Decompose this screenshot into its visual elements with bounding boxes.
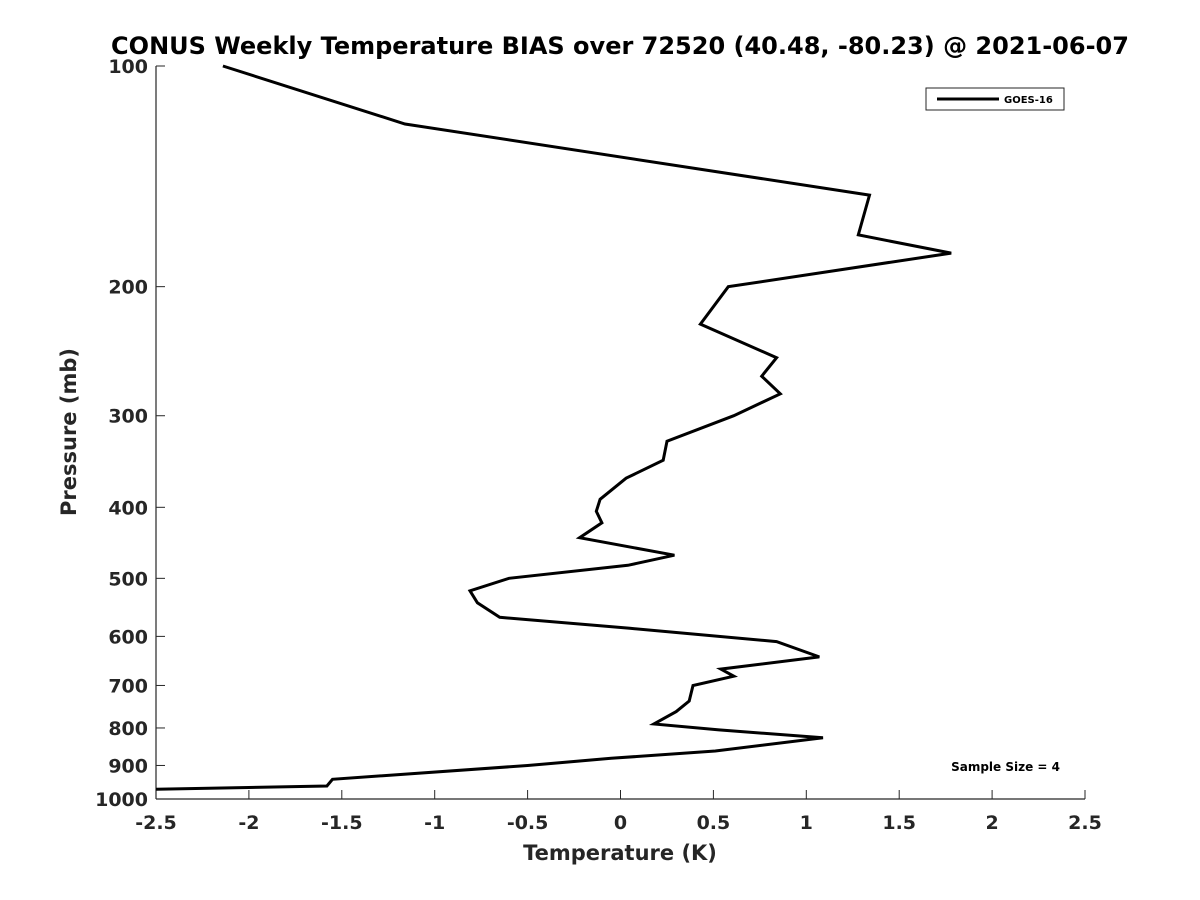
chart-title: CONUS Weekly Temperature BIAS over 72520… [111, 32, 1129, 60]
y-tick-label: 600 [108, 626, 148, 648]
y-tick-label: 900 [108, 755, 148, 777]
legend-entry-goes16: GOES-16 [1004, 95, 1053, 106]
x-axis-ticks: -2.5 -2 -1.5 -1 -0.5 0 0.5 1 1.5 2 2.5 [135, 790, 1102, 834]
x-tick-label: -1 [424, 812, 445, 834]
sample-size-annotation: Sample Size = 4 [951, 760, 1060, 774]
x-axis-label: Temperature (K) [523, 841, 717, 865]
x-tick-label: 1.5 [882, 812, 916, 834]
x-tick-label: -0.5 [507, 812, 549, 834]
y-tick-label: 200 [108, 277, 148, 299]
y-tick-label: 1000 [95, 789, 148, 811]
x-tick-label: 2 [985, 812, 998, 834]
y-tick-label: 700 [108, 675, 148, 697]
y-axis-label: Pressure (mb) [57, 348, 81, 516]
y-tick-label: 500 [108, 568, 148, 590]
y-tick-label: 400 [108, 497, 148, 519]
y-tick-label: 100 [108, 56, 148, 78]
series-line-goes16 [155, 64, 952, 791]
x-tick-label: -2.5 [135, 812, 177, 834]
series-layer [155, 64, 952, 791]
x-tick-label: -1.5 [321, 812, 363, 834]
x-tick-label: 1 [800, 812, 813, 834]
legend: GOES-16 [925, 87, 1065, 111]
y-tick-label: 800 [108, 718, 148, 740]
x-tick-label: 0 [614, 812, 627, 834]
x-tick-label: 2.5 [1068, 812, 1102, 834]
x-tick-label: 0.5 [697, 812, 731, 834]
y-tick-label: 300 [108, 406, 148, 428]
y-axis-ticks: 100 200 300 400 500 600 700 800 900 1000 [95, 56, 165, 811]
x-tick-label: -2 [238, 812, 259, 834]
